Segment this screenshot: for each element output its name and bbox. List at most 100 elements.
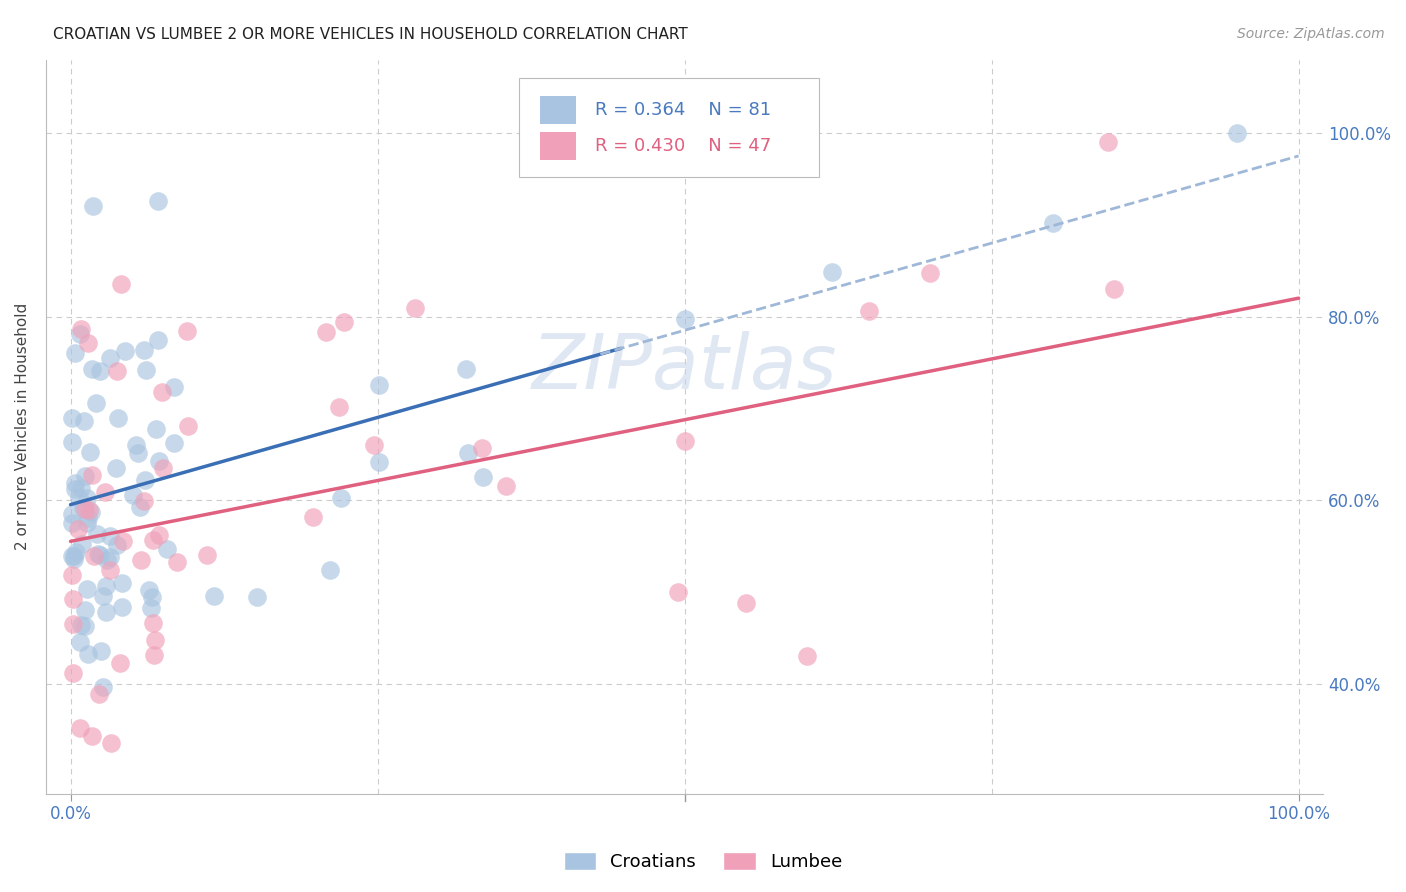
Point — [129, 553, 152, 567]
Point — [105, 364, 128, 378]
Point — [70, 537, 93, 551]
Point — [60, 516, 83, 530]
Point — [73, 468, 96, 483]
Point — [96, 579, 118, 593]
Point — [472, 470, 495, 484]
Point — [62, 591, 84, 606]
Point — [673, 434, 696, 448]
Point — [110, 656, 132, 670]
Point — [93, 590, 115, 604]
Point — [82, 199, 104, 213]
Point — [73, 414, 96, 428]
Point — [673, 312, 696, 326]
Point — [63, 476, 86, 491]
Point — [134, 493, 156, 508]
Point — [1097, 135, 1119, 149]
Point — [148, 527, 170, 541]
Point — [75, 603, 97, 617]
Point — [87, 687, 110, 701]
Point — [457, 446, 479, 460]
Point — [141, 601, 163, 615]
Point — [404, 301, 426, 315]
Point — [318, 563, 340, 577]
Point — [80, 729, 103, 743]
Point — [76, 511, 98, 525]
Point — [112, 534, 135, 549]
Point — [129, 500, 152, 515]
Point — [60, 435, 83, 450]
Point — [145, 422, 167, 436]
Point — [246, 591, 269, 605]
Point — [91, 680, 114, 694]
Point — [69, 617, 91, 632]
Point — [111, 599, 134, 614]
Point — [98, 563, 121, 577]
Point — [76, 582, 98, 596]
Point — [82, 362, 104, 376]
Point — [87, 547, 110, 561]
Point — [60, 568, 83, 582]
Point — [363, 438, 385, 452]
Point — [141, 590, 163, 604]
Point — [821, 265, 844, 279]
Point — [148, 454, 170, 468]
Point — [63, 549, 86, 563]
Point — [60, 549, 83, 563]
Point — [163, 379, 186, 393]
Point — [668, 584, 690, 599]
Point — [1042, 216, 1064, 230]
Point — [84, 396, 107, 410]
Point — [72, 501, 94, 516]
Point — [60, 410, 83, 425]
Point — [122, 487, 145, 501]
Point — [735, 151, 758, 165]
Point — [176, 324, 198, 338]
Text: Source: ZipAtlas.com: Source: ZipAtlas.com — [1237, 27, 1385, 41]
Point — [83, 549, 105, 564]
Point — [69, 635, 91, 649]
Point — [132, 343, 155, 357]
Point — [142, 533, 165, 547]
Point — [86, 526, 108, 541]
Point — [471, 441, 494, 455]
Point — [143, 633, 166, 648]
FancyBboxPatch shape — [540, 96, 576, 124]
Point — [141, 616, 163, 631]
Text: CROATIAN VS LUMBEE 2 OR MORE VEHICLES IN HOUSEHOLD CORRELATION CHART: CROATIAN VS LUMBEE 2 OR MORE VEHICLES IN… — [53, 27, 688, 42]
Text: R = 0.364    N = 81: R = 0.364 N = 81 — [595, 102, 772, 120]
Point — [367, 454, 389, 468]
Point — [80, 467, 103, 482]
Point — [920, 266, 942, 280]
Point — [105, 461, 128, 475]
Point — [96, 553, 118, 567]
Text: R = 0.430    N = 47: R = 0.430 N = 47 — [595, 137, 772, 155]
FancyBboxPatch shape — [519, 78, 818, 177]
Point — [98, 351, 121, 366]
Point — [63, 482, 86, 496]
Text: ZIPatlas: ZIPatlas — [531, 331, 837, 405]
Point — [75, 501, 97, 516]
Point — [111, 575, 134, 590]
Point — [110, 277, 132, 291]
Point — [90, 644, 112, 658]
Point — [98, 549, 121, 564]
Point — [65, 346, 87, 360]
Point — [328, 400, 350, 414]
Point — [79, 445, 101, 459]
Point — [163, 435, 186, 450]
Y-axis label: 2 or more Vehicles in Household: 2 or more Vehicles in Household — [15, 303, 30, 550]
Point — [329, 491, 352, 505]
Point — [96, 605, 118, 619]
Point — [69, 327, 91, 342]
Point — [796, 648, 818, 663]
Point — [75, 619, 97, 633]
Point — [89, 364, 111, 378]
Point — [135, 363, 157, 377]
Point — [100, 736, 122, 750]
Point — [1226, 126, 1249, 140]
Point — [204, 590, 226, 604]
Point — [69, 721, 91, 735]
Point — [89, 548, 111, 562]
Point — [107, 410, 129, 425]
Point — [60, 507, 83, 521]
